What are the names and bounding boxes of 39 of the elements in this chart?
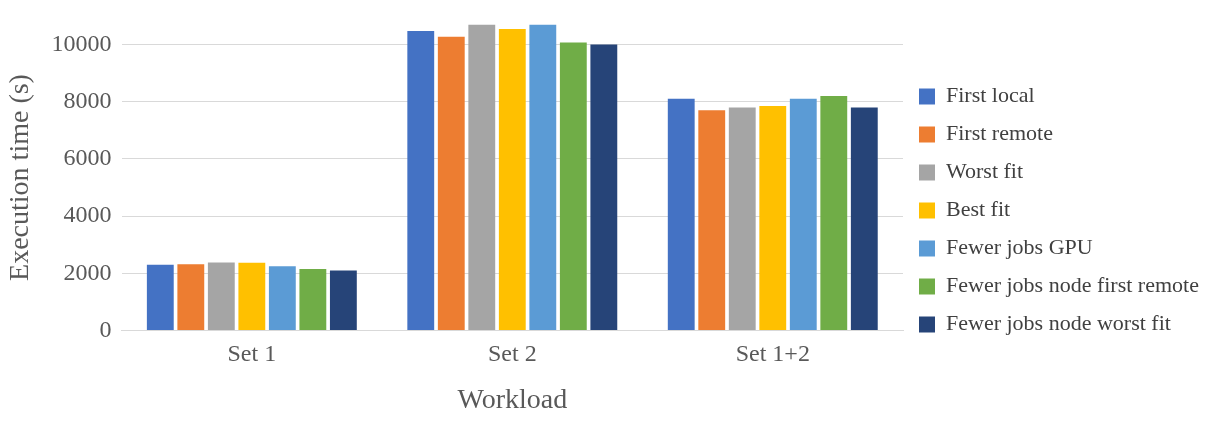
bar [177,264,205,331]
bar [407,30,435,331]
bar [698,110,726,331]
legend-label: Fewer jobs node first remote [946,272,1199,298]
bar [759,105,787,331]
bar [329,270,357,331]
y-tick-label: 0 [99,315,112,342]
x-tick-label: Set 1+2 [735,340,810,367]
bar [498,28,526,331]
bar [468,24,496,331]
bar [268,266,296,331]
legend-label: First remote [946,120,1053,146]
bar [559,42,587,331]
y-tick-label: 8000 [63,86,112,113]
legend-label: Fewer jobs node worst fit [946,310,1171,336]
bar [590,44,618,331]
y-axis-title: Execution time (s) [3,74,35,281]
legend-label: Fewer jobs GPU [946,234,1093,260]
bar [146,264,174,331]
x-tick-label: Set 1 [227,340,277,367]
bar [238,262,266,331]
legend-label: Best fit [946,196,1011,222]
bar [529,24,557,331]
x-axis-title: Workload [457,382,568,414]
y-tick-label: 6000 [63,144,112,171]
x-tick-label: Set 2 [487,340,537,367]
bar [789,98,817,331]
bar [207,262,235,331]
bar [667,98,695,331]
legend-label: First local [946,82,1035,108]
bar [437,36,465,331]
bar [299,269,327,331]
y-tick-label: 10000 [51,29,112,56]
bar [728,107,756,331]
y-tick-label: 4000 [63,201,112,228]
legend-label: Worst fit [946,158,1024,184]
bar [850,107,878,331]
bar [820,95,848,331]
y-tick-label: 2000 [63,258,112,285]
